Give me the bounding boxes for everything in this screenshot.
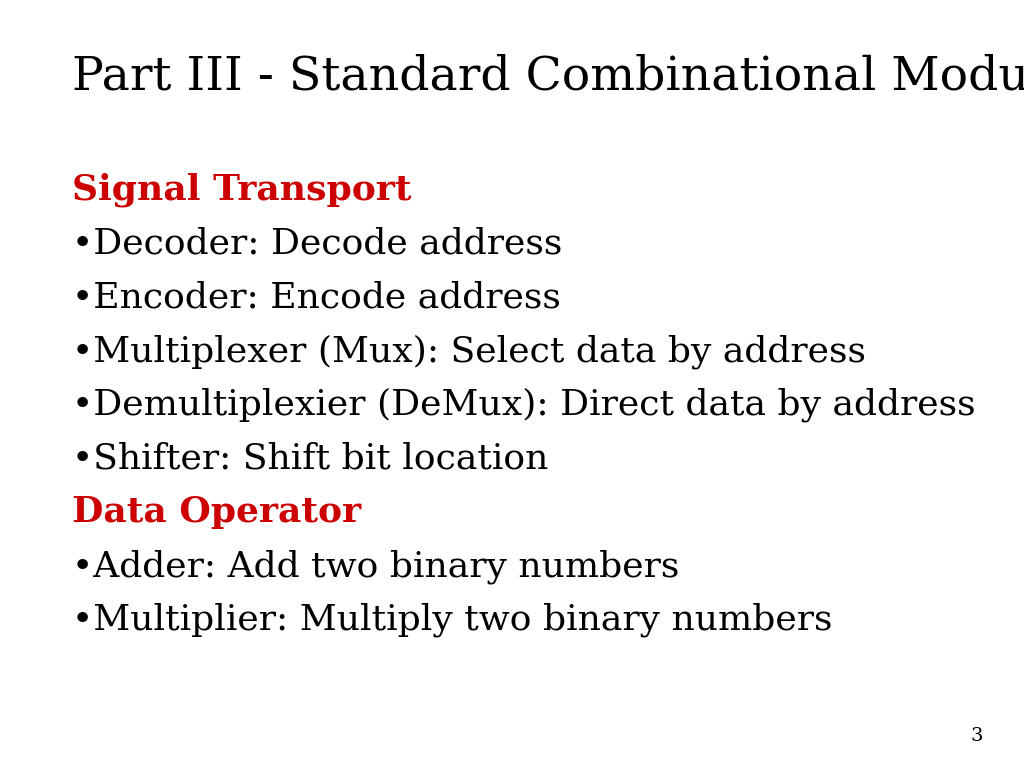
- Text: Signal Transport: Signal Transport: [72, 173, 412, 207]
- Text: Part III - Standard Combinational Modules: Part III - Standard Combinational Module…: [72, 54, 1024, 99]
- Text: •Adder: Add two binary numbers: •Adder: Add two binary numbers: [72, 549, 679, 584]
- Text: Data Operator: Data Operator: [72, 495, 360, 529]
- Text: •Demultiplexier (DeMux): Direct data by address: •Demultiplexier (DeMux): Direct data by …: [72, 388, 975, 422]
- Text: •Shifter: Shift bit location: •Shifter: Shift bit location: [72, 442, 548, 475]
- Text: •Multiplier: Multiply two binary numbers: •Multiplier: Multiply two binary numbers: [72, 603, 833, 637]
- Text: •Encoder: Encode address: •Encoder: Encode address: [72, 280, 560, 314]
- Text: •Decoder: Decode address: •Decoder: Decode address: [72, 227, 562, 260]
- Text: 3: 3: [971, 727, 983, 745]
- Text: •Multiplexer (Mux): Select data by address: •Multiplexer (Mux): Select data by addre…: [72, 334, 865, 369]
